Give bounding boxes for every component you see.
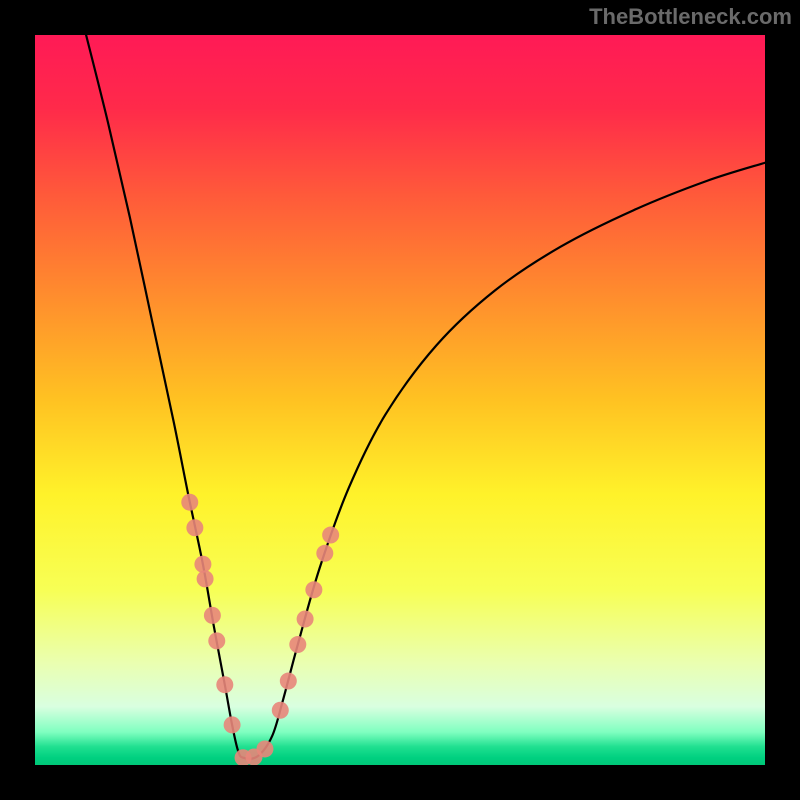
data-marker bbox=[272, 702, 289, 719]
data-marker bbox=[216, 676, 233, 693]
data-marker bbox=[256, 740, 273, 757]
data-marker bbox=[322, 527, 339, 544]
data-marker bbox=[181, 494, 198, 511]
plot-area bbox=[35, 35, 765, 765]
data-marker bbox=[224, 716, 241, 733]
data-marker bbox=[305, 581, 322, 598]
data-marker bbox=[208, 632, 225, 649]
data-marker bbox=[289, 636, 306, 653]
data-marker bbox=[204, 607, 221, 624]
data-marker bbox=[197, 570, 214, 587]
data-marker bbox=[280, 673, 297, 690]
data-marker bbox=[194, 556, 211, 573]
data-marker bbox=[316, 545, 333, 562]
gradient-background bbox=[35, 35, 765, 765]
chart-svg bbox=[35, 35, 765, 765]
watermark-text: TheBottleneck.com bbox=[589, 4, 792, 30]
chart-container: TheBottleneck.com bbox=[0, 0, 800, 800]
data-marker bbox=[186, 519, 203, 536]
data-marker bbox=[297, 611, 314, 628]
